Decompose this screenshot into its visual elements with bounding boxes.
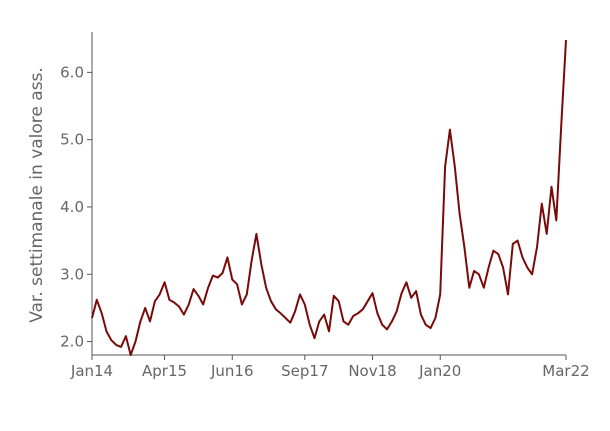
y-tick-label: 6.0 xyxy=(60,63,84,81)
series-line xyxy=(91,40,567,356)
x-tick-label: Sep17 xyxy=(281,362,328,380)
y-tick-label: 3.0 xyxy=(60,265,84,283)
y-tick-label: 5.0 xyxy=(60,131,84,149)
y-axis-title: Var. settimanale in valore ass. xyxy=(27,67,47,323)
y-tick-label: 4.0 xyxy=(60,198,84,216)
x-axis: Jan14 Apr15 Jun16 Sep17 Nov18 Jan20 Mar22 xyxy=(70,354,590,380)
y-tick-label: 2.0 xyxy=(60,333,84,351)
x-tick-label: Jun16 xyxy=(210,362,254,380)
x-tick-label: Mar22 xyxy=(542,362,589,380)
x-tick-label: Apr15 xyxy=(142,362,187,380)
x-tick-label: Jan20 xyxy=(418,362,461,380)
y-axis: 2.0 3.0 4.0 5.0 6.0 xyxy=(60,32,93,355)
x-tick-label: Jan14 xyxy=(70,362,113,380)
x-tick-label: Nov18 xyxy=(348,362,396,380)
